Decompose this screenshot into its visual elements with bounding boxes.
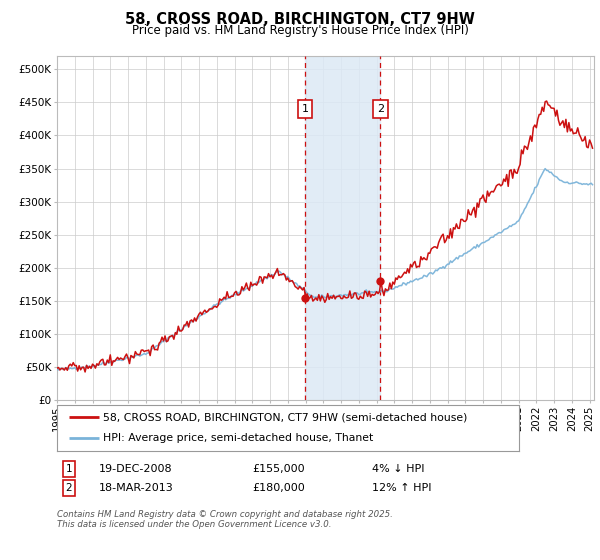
Text: 18-MAR-2013: 18-MAR-2013 xyxy=(99,483,174,493)
Text: 19-DEC-2008: 19-DEC-2008 xyxy=(99,464,173,474)
Text: 58, CROSS ROAD, BIRCHINGTON, CT7 9HW: 58, CROSS ROAD, BIRCHINGTON, CT7 9HW xyxy=(125,12,475,27)
Text: 58, CROSS ROAD, BIRCHINGTON, CT7 9HW (semi-detached house): 58, CROSS ROAD, BIRCHINGTON, CT7 9HW (se… xyxy=(103,412,467,422)
Text: £155,000: £155,000 xyxy=(252,464,305,474)
Text: 1: 1 xyxy=(301,104,308,114)
Bar xyxy=(305,56,380,400)
Text: Contains HM Land Registry data © Crown copyright and database right 2025.
This d: Contains HM Land Registry data © Crown c… xyxy=(57,510,393,529)
Text: Price paid vs. HM Land Registry's House Price Index (HPI): Price paid vs. HM Land Registry's House … xyxy=(131,24,469,36)
Text: HPI: Average price, semi-detached house, Thanet: HPI: Average price, semi-detached house,… xyxy=(103,433,373,444)
Text: 12% ↑ HPI: 12% ↑ HPI xyxy=(372,483,431,493)
Text: 1: 1 xyxy=(65,464,73,474)
Text: £180,000: £180,000 xyxy=(252,483,305,493)
Text: 2: 2 xyxy=(377,104,384,114)
Text: 2: 2 xyxy=(65,483,73,493)
Text: 4% ↓ HPI: 4% ↓ HPI xyxy=(372,464,425,474)
